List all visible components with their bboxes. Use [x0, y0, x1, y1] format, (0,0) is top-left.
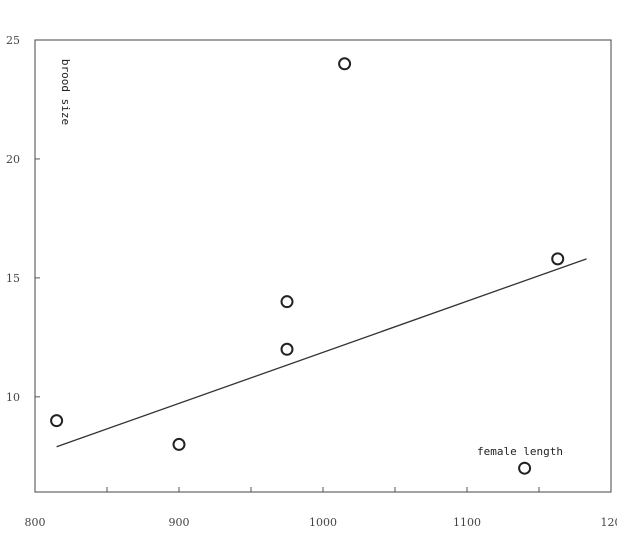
- y-tick-label-3: 25: [6, 34, 20, 47]
- trend-line-group: [56, 258, 587, 448]
- data-point-3: [280, 342, 294, 356]
- y-axis-label: brood size: [59, 59, 72, 125]
- y-tick-label-0: 10: [6, 391, 20, 404]
- y-tick-label-2: 20: [6, 153, 20, 166]
- data-point-2: [280, 295, 294, 309]
- x-axis: 800 900 1000 1100 120: [25, 487, 617, 529]
- x-tick-label-0: 800: [25, 516, 46, 529]
- data-point-4: [338, 57, 352, 71]
- data-points: [50, 57, 565, 475]
- data-point-6: [551, 252, 565, 266]
- x-tick-label-4: 1000: [309, 516, 337, 529]
- x-tick-label-8: 120: [601, 516, 617, 529]
- data-point-1: [172, 437, 186, 451]
- x-tick-label-2: 900: [169, 516, 190, 529]
- y-axis: 10 15 20 25: [6, 34, 40, 404]
- data-point-0: [50, 414, 64, 428]
- data-point-5: [518, 461, 532, 475]
- x-axis-label: female length: [477, 445, 563, 458]
- y-tick-label-1: 15: [6, 272, 20, 285]
- x-tick-label-6: 1100: [453, 516, 481, 529]
- trend-line: [56, 258, 587, 448]
